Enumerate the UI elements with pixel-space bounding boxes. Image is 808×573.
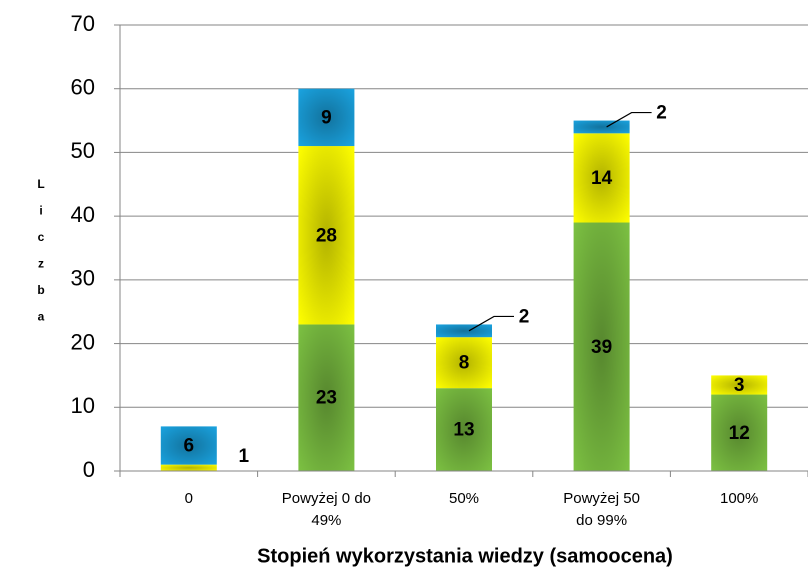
leader-line — [468, 315, 514, 332]
x-tick-line: Powyżej 0 do — [282, 490, 371, 507]
y-tick-label: 20 — [71, 329, 95, 354]
bar-shade — [436, 388, 492, 471]
x-tick-line: 49% — [311, 512, 341, 529]
y-axis-letter: i — [39, 204, 42, 218]
x-tick-line: do 99% — [576, 512, 627, 529]
data-label: 39 — [591, 337, 612, 358]
data-label: 6 — [184, 436, 195, 457]
x-tick-label: 50% — [449, 490, 479, 507]
leader-line — [606, 111, 652, 128]
x-tick-line: 0 — [185, 490, 193, 507]
bar-shade — [298, 88, 355, 147]
y-tick-label: 0 — [83, 457, 95, 482]
y-tick-label: 30 — [71, 266, 95, 291]
bar-shade — [573, 222, 630, 471]
bar-shade — [573, 120, 630, 134]
x-tick-line: 50% — [449, 490, 479, 507]
x-tick-label: 0 — [185, 490, 193, 507]
bar-shade — [298, 324, 355, 471]
bar-shade — [711, 375, 768, 395]
x-tick-label: 100% — [720, 490, 758, 507]
y-tick-label: 50 — [71, 138, 95, 163]
data-label: 1 — [239, 446, 250, 467]
data-label: 14 — [591, 168, 613, 189]
bar-shade — [160, 464, 217, 471]
bar-shade — [436, 337, 492, 389]
y-axis-letter: z — [38, 257, 44, 271]
data-label: 28 — [316, 225, 337, 246]
x-tick-label: Powyżej 0 do 49% — [282, 490, 371, 529]
y-axis-letter: c — [38, 230, 45, 244]
data-label: 2 — [519, 306, 530, 327]
y-axis-letter: a — [38, 310, 45, 324]
data-label: 8 — [459, 353, 470, 374]
x-tick-label: Powyżej 50 do 99% — [563, 490, 640, 529]
bar-shade — [711, 394, 768, 471]
y-tick-label: 60 — [71, 75, 95, 100]
bar-shade — [436, 324, 492, 338]
data-label: 2 — [656, 103, 667, 124]
data-label: 13 — [453, 420, 474, 441]
y-tick-label: 10 — [71, 393, 95, 418]
data-label: 3 — [734, 375, 745, 396]
y-tick-label: 40 — [71, 202, 95, 227]
y-tick-label: 70 — [71, 11, 95, 36]
data-label: 9 — [321, 107, 332, 128]
y-axis-letter: L — [37, 177, 44, 191]
x-axis-title: Stopień wykorzystania wiedzy (samoocena) — [257, 545, 673, 567]
x-tick-line: Powyżej 50 — [563, 490, 640, 507]
x-tick-line: 100% — [720, 490, 758, 507]
bar-shade — [573, 133, 630, 223]
bar-shade — [298, 146, 355, 325]
data-label: 12 — [729, 423, 750, 444]
bar-shade — [160, 426, 217, 465]
data-label: 23 — [316, 388, 337, 409]
y-axis-letter: b — [37, 283, 44, 297]
